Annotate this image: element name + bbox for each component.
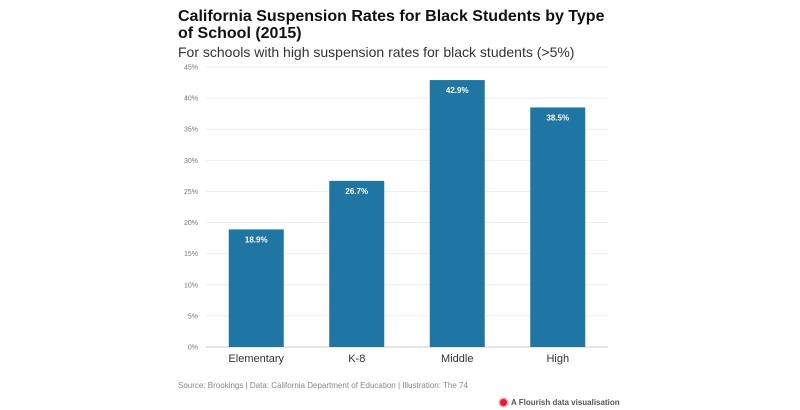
- y-tick-label: 35%: [184, 127, 198, 134]
- bar-value-label: 26.7%: [345, 187, 368, 196]
- x-category-label: High: [546, 353, 569, 365]
- y-tick-label: 10%: [184, 282, 198, 289]
- flourish-logo-icon: [500, 399, 507, 406]
- y-tick-label: 25%: [184, 189, 198, 196]
- y-tick-label: 30%: [184, 158, 198, 165]
- x-category-label: Elementary: [228, 353, 284, 365]
- bar: [530, 107, 586, 347]
- x-category-label: K-8: [348, 353, 365, 365]
- bar-value-label: 18.9%: [245, 235, 268, 244]
- y-tick-label: 20%: [184, 220, 198, 227]
- x-category-label: Middle: [441, 353, 473, 365]
- y-tick-label: 45%: [184, 65, 198, 72]
- y-tick-label: 40%: [184, 96, 198, 103]
- bar-value-label: 38.5%: [546, 113, 569, 122]
- bar: [429, 80, 485, 348]
- chart-subtitle: For schools with high suspension rates f…: [178, 44, 575, 60]
- source-note: Source: Brookings | Data: California Dep…: [178, 381, 468, 390]
- bar-value-label: 42.9%: [446, 86, 469, 95]
- flourish-credit-label: A Flourish data visualisation: [511, 398, 620, 407]
- flourish-credit[interactable]: A Flourish data visualisation: [500, 398, 620, 407]
- y-tick-label: 5%: [188, 313, 198, 320]
- bar: [228, 229, 284, 347]
- y-tick-label: 15%: [184, 251, 198, 258]
- chart-title: California Suspension Rates for Black St…: [178, 8, 605, 42]
- bar: [329, 180, 385, 347]
- y-tick-label: 0%: [188, 345, 198, 352]
